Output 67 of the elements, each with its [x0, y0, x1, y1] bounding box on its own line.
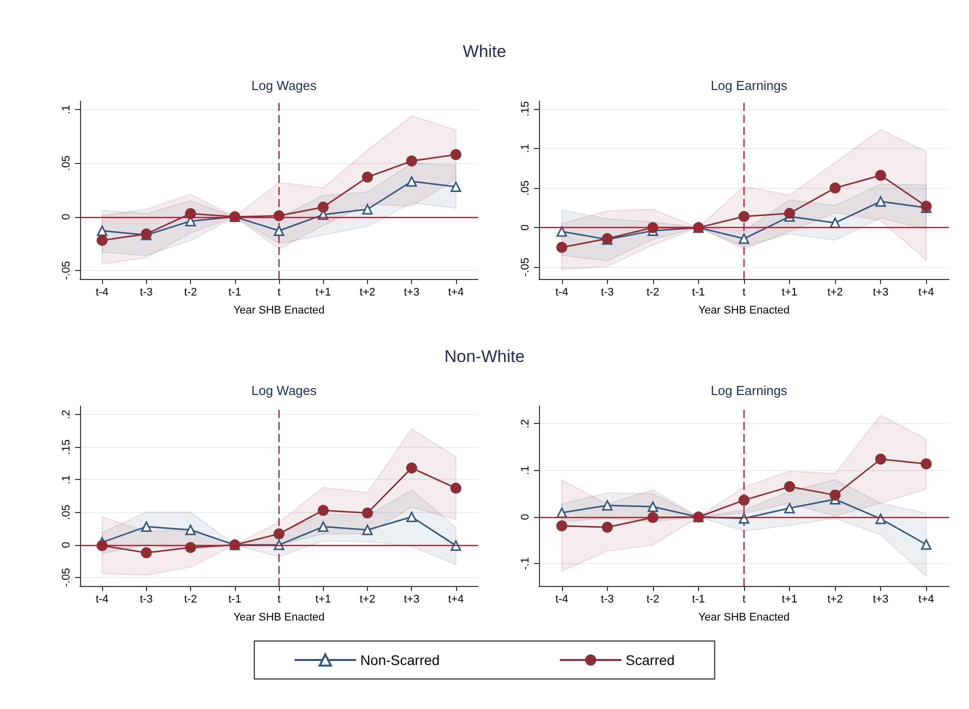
- x-axis-title: Year SHB Enacted: [698, 304, 790, 316]
- x-tick-label: t-2: [646, 286, 660, 298]
- x-tick-label: t-2: [646, 594, 660, 606]
- x-tick-label: t-1: [228, 594, 242, 606]
- legend-label: Scarred: [626, 652, 675, 668]
- x-tick-label: t-4: [555, 286, 568, 298]
- y-tick-label: 0: [60, 214, 72, 220]
- x-tick-label: t: [277, 594, 281, 606]
- y-tick-label: .05: [520, 180, 532, 196]
- x-axis-title: Year SHB Enacted: [233, 612, 325, 624]
- x-tick-label: t-1: [228, 286, 242, 298]
- x-tick-label: t: [742, 594, 746, 606]
- x-tick-label: t-3: [600, 594, 614, 606]
- x-tick-label: t-2: [184, 594, 197, 606]
- x-tick-label: t+2: [827, 286, 843, 298]
- y-tick-label: 0: [520, 224, 532, 231]
- x-tick-label: t: [277, 286, 281, 298]
- x-tick-label: t+1: [315, 594, 332, 606]
- chart-title: Log Earnings: [710, 383, 788, 398]
- x-tick-label: t+3: [872, 286, 888, 298]
- x-tick-label: t+4: [918, 286, 934, 298]
- y-tick-label: .05: [60, 504, 72, 520]
- x-tick-label: t+3: [872, 594, 888, 606]
- x-tick-label: t+4: [448, 286, 464, 298]
- x-tick-label: t+2: [360, 594, 376, 606]
- y-tick-label: .1: [60, 475, 72, 484]
- x-tick-label: t+1: [782, 286, 798, 298]
- x-tick-label: t-3: [140, 594, 153, 606]
- x-tick-label: t+1: [782, 594, 798, 606]
- x-tick-label: t-4: [555, 594, 568, 606]
- x-tick-label: t+3: [404, 594, 420, 606]
- y-tick-label: .1: [520, 466, 532, 475]
- y-tick-label: .1: [520, 144, 532, 154]
- y-tick-label: .15: [60, 439, 72, 455]
- legend-label: Non-Scarred: [360, 652, 440, 668]
- y-tick-label: -.05: [60, 568, 72, 588]
- x-tick-label: t+2: [827, 594, 843, 606]
- x-tick-label: t-3: [140, 286, 153, 298]
- y-tick-label: .05: [60, 156, 72, 171]
- chart-title: Log Wages: [251, 78, 318, 93]
- x-tick-label: t-4: [96, 286, 109, 298]
- chart-title: Log Wages: [251, 383, 318, 398]
- x-tick-label: t-1: [692, 286, 705, 298]
- text: White: [462, 42, 506, 61]
- x-tick-label: t+2: [360, 286, 376, 298]
- x-tick-label: t+3: [404, 286, 420, 298]
- x-tick-label: t+4: [918, 594, 934, 606]
- x-axis-title: Year SHB Enacted: [233, 304, 325, 316]
- text: Non-White: [444, 347, 525, 366]
- x-tick-label: t-3: [600, 286, 614, 298]
- y-tick-label: .2: [520, 419, 532, 428]
- x-tick-label: t+1: [315, 286, 332, 298]
- x-tick-label: t+4: [448, 594, 464, 606]
- y-tick-label: 0: [60, 542, 72, 548]
- y-tick-label: .1: [60, 104, 72, 114]
- y-tick-label: -.1: [520, 557, 532, 570]
- y-tick-label: 0: [520, 514, 532, 520]
- chart-title: Log Earnings: [710, 78, 788, 93]
- y-tick-label: -.05: [60, 260, 72, 280]
- x-tick-label: t: [742, 286, 746, 298]
- y-tick-label: .15: [520, 101, 532, 117]
- y-tick-label: .2: [60, 410, 72, 420]
- y-tick-label: -.05: [520, 258, 532, 277]
- x-tick-label: t-2: [184, 286, 197, 298]
- x-tick-label: t-4: [96, 594, 109, 606]
- x-axis-title: Year SHB Enacted: [698, 612, 790, 624]
- x-tick-label: t-1: [692, 594, 705, 606]
